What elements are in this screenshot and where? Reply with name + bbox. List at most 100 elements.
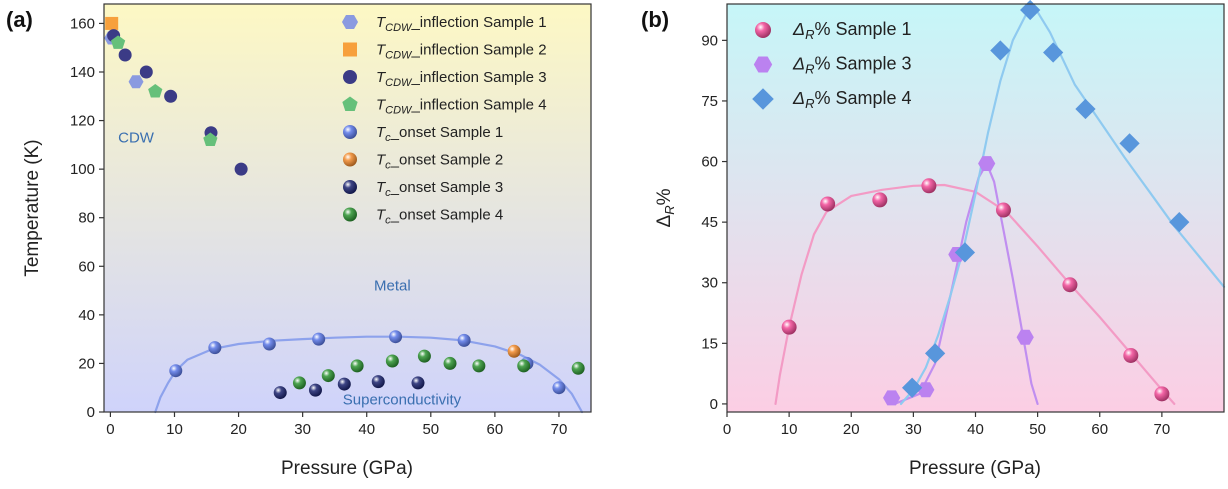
x-tick-label: 20: [843, 421, 860, 438]
data-point: [337, 377, 351, 391]
data-point: [148, 83, 163, 98]
data-point: [1119, 133, 1140, 154]
legend-symbol: [343, 152, 357, 167]
legend-label: TCDW_inflection Sample 1: [376, 14, 547, 34]
legend-b: ΔR% Sample 1 ΔR% Sample 3 ΔR% Sample 4: [752, 19, 912, 111]
data-point: [389, 330, 403, 344]
region-label: CDW: [118, 129, 155, 146]
data-point: [139, 65, 153, 79]
data-point: [308, 383, 322, 397]
data-point: [820, 196, 836, 212]
data-point: [781, 319, 797, 335]
data-point: [1075, 98, 1096, 120]
data-point: [1062, 277, 1078, 293]
legend-symbol: [341, 15, 359, 29]
y-tick-label: 60: [78, 258, 95, 275]
legend-a: TCDW_inflection Sample 1 TCDW_inflection …: [341, 14, 547, 227]
data-point: [312, 332, 326, 346]
data-point: [571, 361, 585, 375]
data-point: [883, 390, 901, 406]
ticks-b: 0 10 20 30 40 50 60 70 0 15 30 45 60 75 90: [701, 32, 1170, 438]
y-tick-label: 0: [710, 396, 718, 413]
markers-a: [104, 16, 585, 400]
fit-curve: [899, 9, 1226, 405]
y-tick-label: 120: [70, 113, 95, 130]
data-point: [924, 343, 946, 364]
legend-symbol: [753, 56, 773, 73]
y-tick-label: 40: [78, 307, 95, 324]
y-tick-label: 90: [701, 32, 718, 49]
y-tick-label: 60: [701, 154, 718, 171]
y-tick-label: 100: [70, 161, 95, 178]
data-point: [1020, 0, 1041, 21]
data-point: [371, 375, 385, 389]
y-tick-label: 20: [78, 355, 95, 372]
data-point: [164, 89, 178, 103]
panel-b: 0 10 20 30 40 50 60 70 0 15 30 45 60 75 90 ΔR% Sample …: [641, 0, 1226, 479]
panel-a: CDW Metal Superconductivity 0 10 20 30 40 50 60 7…: [6, 3, 592, 479]
legend-symbol: [343, 125, 357, 139]
data-point: [208, 341, 222, 355]
legend-label: Tc_onset Sample 1: [376, 124, 503, 144]
data-point: [1043, 42, 1064, 63]
data-point: [292, 376, 306, 390]
data-point: [902, 377, 923, 398]
legend-symbol: [755, 22, 771, 38]
data-point: [978, 156, 996, 172]
x-tick-label: 0: [106, 421, 114, 438]
x-tick-label: 30: [294, 421, 311, 438]
data-point: [105, 16, 119, 30]
region-label: Metal: [374, 278, 411, 295]
data-point: [1123, 347, 1139, 363]
y-axis-label-a: Temperature (K): [22, 139, 43, 276]
x-tick-label: 70: [1154, 421, 1171, 438]
x-tick-label: 70: [551, 421, 568, 438]
data-point: [169, 364, 183, 378]
legend-label: TCDW_inflection Sample 3: [376, 69, 547, 89]
data-point: [917, 382, 935, 398]
legend-label: ΔR% Sample 3: [792, 54, 912, 77]
data-point: [110, 35, 126, 49]
y-tick-label: 140: [70, 64, 95, 81]
y-axis-label-b: ΔR%: [654, 188, 677, 227]
legend-symbol: [343, 207, 357, 222]
x-axis-label-b: Pressure (GPa): [909, 458, 1041, 479]
x-tick-label: 50: [1029, 421, 1046, 438]
y-tick-label: 45: [701, 214, 718, 231]
x-tick-label: 0: [723, 421, 731, 438]
data-point: [1016, 329, 1034, 345]
data-point: [321, 369, 335, 383]
data-point: [128, 75, 144, 89]
data-point: [507, 344, 521, 358]
x-axis-label-a: Pressure (GPa): [281, 458, 413, 479]
data-point: [411, 376, 425, 390]
data-point: [472, 359, 486, 373]
x-tick-label: 10: [166, 421, 183, 438]
legend-label: ΔR% Sample 4: [792, 88, 912, 111]
data-point: [350, 359, 364, 373]
data-point: [995, 202, 1011, 218]
legend-label: Tc_onset Sample 2: [376, 152, 503, 172]
x-tick-label: 60: [487, 421, 504, 438]
legend-symbol: [752, 88, 774, 110]
x-tick-label: 60: [1091, 421, 1108, 438]
legend-label: TCDW_inflection Sample 2: [376, 42, 547, 62]
data-point: [872, 192, 888, 208]
y-tick-label: 75: [701, 93, 718, 110]
data-point: [385, 354, 399, 368]
legend-symbol: [343, 70, 357, 84]
x-tick-label: 50: [422, 421, 439, 438]
data-point: [443, 356, 457, 370]
legend-symbol: [343, 42, 357, 57]
y-tick-label: 30: [701, 275, 718, 292]
data-point: [921, 178, 937, 194]
y-tick-label: 0: [87, 404, 95, 421]
x-tick-label: 40: [358, 421, 375, 438]
y-tick-label: 80: [78, 210, 95, 227]
plot-area-b: [727, 4, 1224, 412]
y-tick-label: 15: [701, 335, 718, 352]
plot-frame-a: [103, 3, 592, 413]
legend-label: ΔR% Sample 1: [792, 19, 912, 42]
data-point: [203, 132, 218, 147]
